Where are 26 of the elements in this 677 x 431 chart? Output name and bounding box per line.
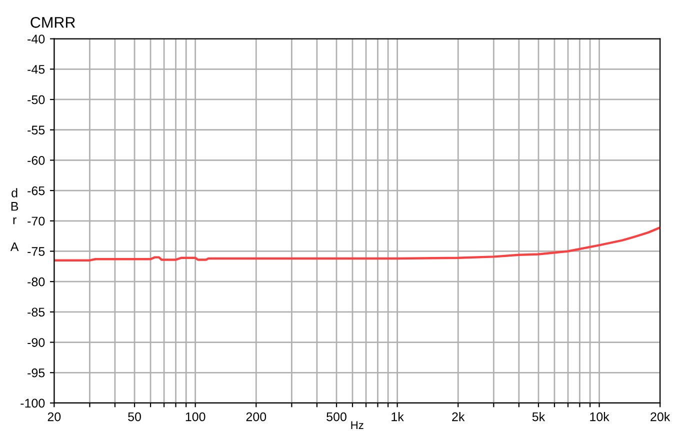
y-tick-label: -65 [28,186,45,196]
x-axis-title: Hz [351,421,364,429]
x-tick-label: 5k [532,412,546,422]
y-tick-label: -45 [28,65,45,74]
y-tick-label: -55 [28,126,45,134]
x-tick-label: 2k [452,412,465,422]
y-tick-label: -95 [28,368,45,378]
x-tick-label: 50 [128,412,141,422]
y-tick-label: -85 [28,308,45,317]
y-tick-label: -70 [28,216,45,226]
text: d B r A [10,188,19,252]
x-tick-label: 1k [392,412,404,422]
y-tick-label: -100 [20,398,45,408]
chart-title: CMRR [30,17,76,28]
x-tick-label: 20 [48,412,61,422]
y-tick-label: -80 [28,277,45,286]
x-tick-label: 200 [246,412,266,422]
y-tick-label: -50 [28,95,45,104]
x-tick-label: 20k [650,412,670,422]
y-tick-label: -40 [28,34,45,44]
y-tick-label: -90 [28,338,45,347]
y-tick-label: -75 [28,247,45,256]
x-tick-label: 500 [326,412,346,422]
x-tick-label: 100 [186,412,206,422]
y-tick-label: -60 [28,156,45,165]
x-tick-label: 10k [590,412,610,422]
